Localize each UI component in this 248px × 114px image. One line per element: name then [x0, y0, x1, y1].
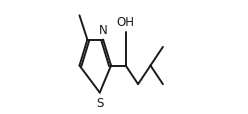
Text: OH: OH: [117, 16, 135, 29]
Text: N: N: [99, 24, 108, 37]
Text: S: S: [96, 96, 103, 109]
